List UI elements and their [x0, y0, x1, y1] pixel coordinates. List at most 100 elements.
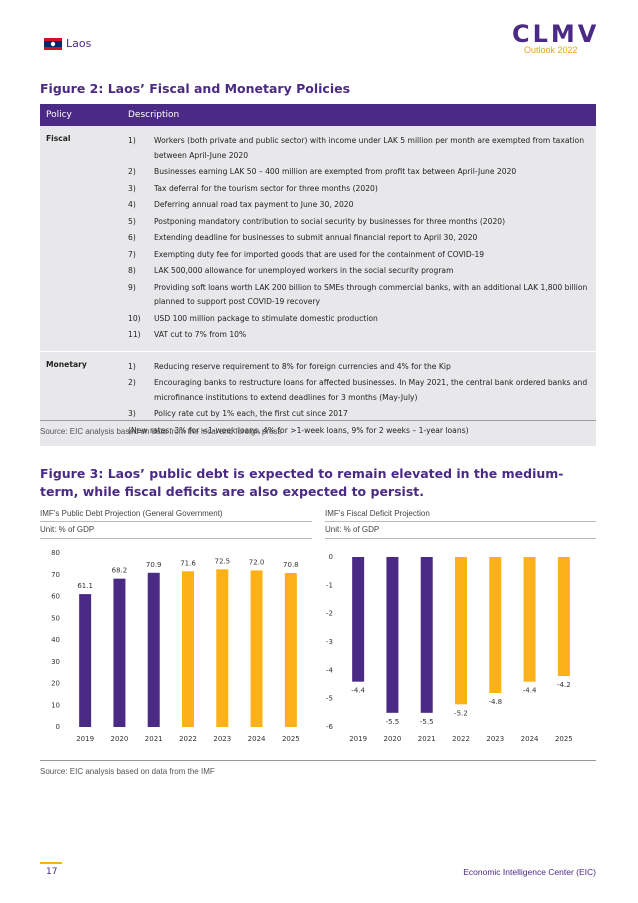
item-text: Workers (both private and public sector)…: [154, 136, 585, 160]
list-item: 2) Encouraging banks to restructure loans…: [128, 376, 590, 405]
data-label: 61.1: [77, 582, 93, 590]
data-label: 70.8: [283, 561, 299, 569]
bar: [147, 572, 160, 727]
chart: 0 -1 -2 -3 -4 -5 -6 2019 -4.4 2020 -5.5 2021 -5.5 202…: [326, 553, 573, 743]
y-tick-label: 80: [51, 549, 60, 557]
data-label: -4.2: [557, 681, 571, 689]
bar: [489, 557, 502, 693]
bar: [182, 571, 194, 727]
x-tick-label: 2023: [213, 735, 231, 743]
item-number: 7): [128, 249, 136, 259]
bar: [455, 557, 467, 705]
list-item: 3) Tax deferral for the tourism sector fo…: [128, 182, 590, 197]
item-text: LAK 500,000 allowance for unemployed wor…: [154, 266, 454, 275]
item-text: USD 100 million package to stimulate dom…: [154, 313, 378, 323]
item-text: Exempting duty fee for imported goods th…: [154, 249, 485, 259]
data-label: 71.6: [180, 559, 196, 567]
item-text: Reducing reserve requirement to 8% for f…: [154, 361, 451, 371]
policy-cell: Monetary: [40, 351, 122, 447]
bar: [420, 557, 433, 713]
item-number: 4): [128, 200, 136, 209]
item-number: 10): [128, 313, 141, 323]
policy-table: Policy Description Fiscal 1) Workers (both …: [40, 104, 596, 447]
list-item: 6) Extending deadline for businesses to s…: [128, 231, 590, 246]
data-label: -4.4: [351, 687, 365, 695]
x-tick-label: 2021: [418, 735, 436, 743]
list-item: 7) Exempting duty fee for imported goods …: [128, 248, 590, 263]
column-header: Policy: [40, 104, 122, 126]
x-tick-label: 2021: [145, 735, 163, 743]
source: Source: EIC analysis based on data from …: [40, 767, 215, 776]
item-number: 9): [128, 282, 136, 292]
y-tick-label: 40: [51, 636, 60, 644]
item-number: 8): [128, 266, 136, 275]
y-tick-label: -2: [326, 610, 333, 618]
chart-subtitle: Unit: % of GDP: [325, 525, 380, 534]
edition: Outlook 2022: [524, 45, 578, 55]
item-text: VAT cut to 7% from 10%: [154, 330, 247, 339]
item-number: 1): [128, 361, 136, 371]
item-text: Policy rate cut by 1% each, the first cu…: [154, 409, 348, 418]
item-text: Postponing mandatory contribution to soc…: [154, 216, 506, 226]
y-tick-label: 50: [51, 614, 60, 622]
y-tick-label: -1: [326, 581, 333, 589]
x-tick-label: 2023: [486, 735, 504, 743]
data-label: 68.2: [112, 567, 128, 575]
list-item: 3) Policy rate cut by 1% each, the first …: [128, 407, 590, 422]
y-tick-label: -6: [326, 723, 334, 731]
x-tick-label: 2019: [76, 735, 94, 743]
item-number: 11): [128, 330, 141, 339]
table-row: Monetary 1) Reducing reserve requirement t…: [40, 351, 596, 447]
x-tick-label: 2020: [384, 735, 402, 743]
bar: [386, 557, 399, 713]
list-item: 1) Workers (both private and public secto…: [128, 134, 590, 163]
country: Laos: [66, 37, 92, 50]
y-tick-label: 60: [51, 593, 60, 601]
bar: [113, 578, 126, 727]
item-text: Extending deadline for businesses to sub…: [154, 233, 478, 242]
x-tick-label: 2024: [521, 735, 539, 743]
chart-title: IMF’s Fiscal Deficit Projection: [325, 509, 430, 518]
source: Source: EIC analysis based on data from …: [40, 427, 282, 436]
description-cell: 1) Reducing reserve requirement to 8% for…: [122, 351, 596, 447]
list-item: 10) USD 100 million package to stimulate …: [128, 312, 590, 327]
x-tick-label: 2022: [452, 735, 470, 743]
description-cell: 1) Workers (both private and public secto…: [122, 126, 596, 352]
list-item: 1) Reducing reserve requirement to 8% for…: [128, 360, 590, 375]
list-item: 9) Providing soft loans worth LAK 200 bil…: [128, 281, 590, 310]
y-tick-label: 10: [51, 701, 60, 709]
bar: [352, 557, 365, 682]
y-tick-label: 70: [51, 571, 60, 579]
list-item: 5) Postponing mandatory contribution to s…: [128, 215, 590, 230]
item-number: 2): [128, 167, 136, 176]
y-tick-label: -3: [326, 638, 333, 646]
bar: [250, 570, 263, 727]
item-number: 2): [128, 378, 136, 387]
x-tick-label: 2022: [179, 735, 197, 743]
item-number: 6): [128, 233, 136, 242]
bar: [216, 569, 229, 727]
list-item: 8) LAK 500,000 allowance for unemployed w…: [128, 264, 590, 279]
figure-title: Figure 3: Laos’ public debt is expected …: [40, 466, 564, 499]
item-number: 5): [128, 216, 136, 226]
flag: [44, 38, 62, 50]
chart-title: IMF’s Public Debt Projection (General Go…: [40, 509, 223, 518]
x-tick-label: 2025: [282, 735, 300, 743]
item-number: 3): [128, 183, 136, 193]
list-item: 4) Deferring annual road tax payment to J…: [128, 198, 590, 213]
data-label: -4.4: [523, 687, 537, 695]
y-tick-label: 30: [51, 658, 60, 666]
item-text: Tax deferral for the tourism sector for …: [154, 183, 378, 193]
x-tick-label: 2020: [111, 735, 129, 743]
data-label: 72.0: [249, 558, 265, 566]
x-tick-label: 2025: [555, 735, 573, 743]
table-row: Fiscal 1) Workers (both private and public…: [40, 126, 596, 352]
bar: [79, 594, 92, 727]
y-tick-label: 20: [51, 680, 60, 688]
chart: 0 10 20 30 40 50 60 70 80 2019 61.1 2020 68.2 2021 70.…: [51, 549, 300, 743]
bar: [523, 557, 536, 682]
y-tick-label: 0: [329, 553, 333, 561]
data-label: 70.9: [146, 561, 162, 569]
note: (New rates: 3% for <1-week loans, 4% for…: [128, 425, 469, 435]
